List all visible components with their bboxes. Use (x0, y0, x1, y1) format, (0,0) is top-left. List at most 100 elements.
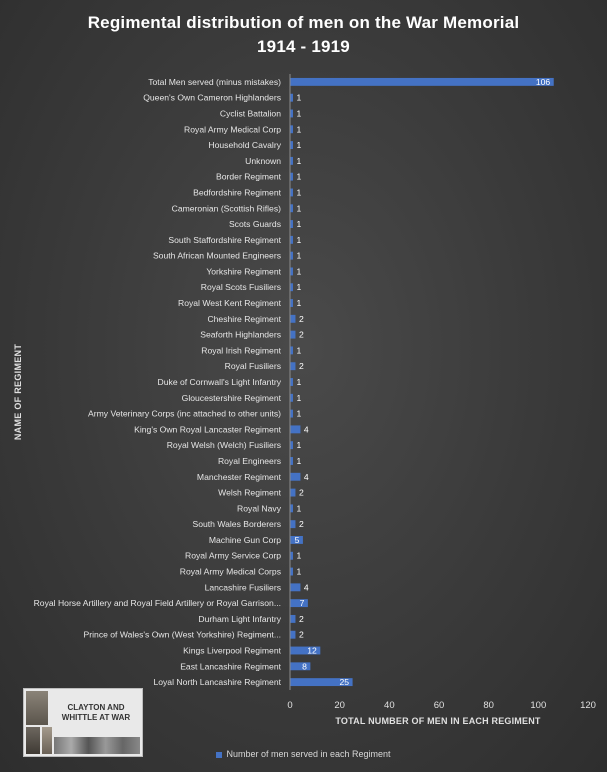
bar (290, 141, 293, 150)
category-label: Cameronian (Scottish Rifles) (172, 203, 282, 213)
soldier-photo (26, 727, 40, 754)
category-label: Household Cavalry (208, 140, 281, 150)
logo-text: CLAYTON AND WHITTLE AT WAR (61, 703, 131, 722)
bar (290, 599, 308, 608)
category-label: Durham Light Infantry (198, 614, 281, 624)
data-label: 2 (299, 614, 304, 624)
data-label: 1 (296, 503, 301, 513)
data-label: 1 (296, 235, 301, 245)
bar (290, 172, 293, 181)
bar (290, 77, 554, 86)
soldier-photo (26, 691, 48, 725)
category-label: Border Regiment (216, 172, 282, 182)
category-label: Royal Engineers (218, 456, 281, 466)
data-label: 106 (536, 77, 551, 87)
bar (290, 567, 293, 576)
bar (290, 583, 301, 592)
category-label: Welsh Regiment (218, 488, 282, 498)
bar (290, 441, 293, 450)
category-label: Cheshire Regiment (207, 314, 281, 324)
bar (290, 646, 321, 655)
category-label: Cyclist Battalion (220, 108, 281, 118)
category-label: South African Mounted Engineers (153, 251, 281, 261)
data-label: 2 (299, 488, 304, 498)
x-tick-label: 20 (334, 700, 345, 711)
bar (290, 504, 293, 513)
data-label: 2 (299, 361, 304, 371)
bar (290, 93, 293, 102)
soldier-photo (42, 727, 52, 754)
data-label: 1 (296, 266, 301, 276)
data-label: 1 (296, 440, 301, 450)
bar (290, 536, 303, 544)
data-label: 1 (296, 456, 301, 466)
x-tick-label: 40 (384, 700, 395, 711)
category-label: Bedfordshire Regiment (193, 187, 282, 197)
category-label: Duke of Cornwall's Light Infantry (158, 377, 282, 387)
data-label: 1 (296, 567, 301, 577)
category-label: Scots Guards (229, 219, 281, 229)
category-label: Prince of Wales's Own (West Yorkshire) R… (84, 630, 281, 640)
category-label: Royal Army Service Corp (185, 551, 281, 561)
category-label: South Wales Borderers (192, 519, 281, 529)
legend-label: Number of men served in each Regiment (226, 749, 391, 759)
category-label: Machine Gun Corp (209, 535, 281, 545)
data-label: 2 (299, 314, 304, 324)
data-label: 1 (296, 108, 301, 118)
category-label: Royal Army Medical Corps (180, 567, 281, 577)
bar (290, 678, 353, 687)
category-label: South Staffordshire Regiment (168, 235, 281, 245)
bar (290, 314, 296, 323)
data-label: 4 (304, 424, 309, 434)
data-label: 1 (296, 393, 301, 403)
bar (290, 299, 293, 307)
bar (290, 204, 293, 213)
data-label: 1 (296, 251, 301, 261)
x-tick-label: 80 (483, 700, 494, 711)
bar (290, 662, 311, 671)
data-label: 2 (299, 630, 304, 640)
data-label: 1 (296, 124, 301, 134)
category-label: Royal West Kent Regiment (178, 298, 282, 308)
data-label: 25 (340, 677, 350, 687)
clayton-and-whittle-at-war-logo: CLAYTON AND WHITTLE AT WAR (23, 688, 143, 757)
bar (290, 614, 296, 623)
data-label: 2 (299, 330, 304, 340)
category-label: Manchester Regiment (197, 472, 282, 482)
data-label: 1 (296, 203, 301, 213)
data-label: 1 (296, 219, 301, 229)
x-tick-label: 120 (580, 700, 596, 711)
data-label: 1 (296, 298, 301, 308)
data-label: 4 (304, 472, 309, 482)
category-label: Royal Fusiliers (225, 361, 281, 371)
data-label: 1 (296, 345, 301, 355)
bar (290, 362, 296, 371)
data-label: 12 (307, 646, 317, 656)
category-label: Queen's Own Cameron Highlanders (143, 93, 281, 103)
category-label: Lancashire Fusiliers (205, 582, 281, 592)
bar (290, 378, 293, 386)
data-label: 1 (296, 377, 301, 387)
bar (290, 283, 293, 292)
category-label: Royal Irish Regiment (201, 345, 281, 355)
x-tick-label: 60 (434, 700, 445, 711)
category-label: Loyal North Lancashire Regiment (153, 677, 281, 687)
x-tick-label: 100 (530, 700, 546, 711)
category-label: Kings Liverpool Regiment (183, 646, 282, 656)
category-label: Yorkshire Regiment (206, 266, 281, 276)
category-label: Royal Welsh (Welch) Fusiliers (167, 440, 281, 450)
category-label: Gloucestershire Regiment (182, 393, 282, 403)
category-label: Royal Horse Artillery and Royal Field Ar… (34, 598, 281, 608)
bar (290, 267, 293, 276)
data-label: 1 (296, 187, 301, 197)
data-label: 7 (300, 598, 305, 608)
bar (290, 125, 293, 134)
bar (290, 251, 293, 260)
bar (290, 457, 293, 465)
chart-title: Regimental distribution of men on the Wa… (87, 13, 520, 32)
x-axis-label: TOTAL NUMBER OF MEN IN EACH REGIMENT (335, 716, 541, 726)
category-label: Seaforth Highlanders (200, 330, 281, 340)
data-label: 1 (296, 93, 301, 103)
chart-subtitle: 1914 - 1919 (257, 37, 350, 56)
